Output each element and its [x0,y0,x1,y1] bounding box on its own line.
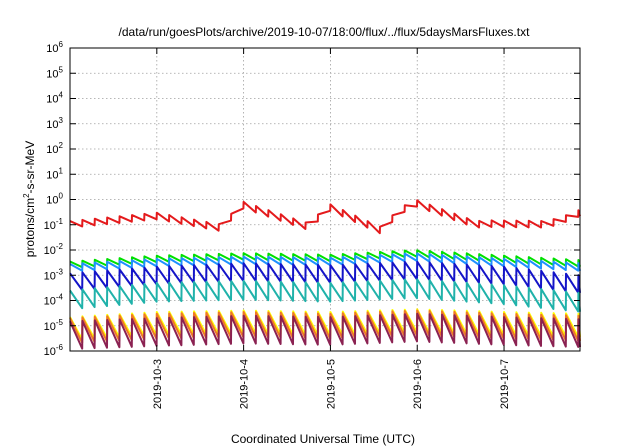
series-line-8 [69,312,581,350]
y-tick-base: 10 [46,119,58,131]
y-tick-base: 10 [46,144,58,156]
y-tick-base: 10 [46,94,58,106]
y-tick-label: 105 [46,65,63,80]
y-tick-label: 10-1 [44,217,64,232]
chart-title: /data/run/goesPlots/archive/2019-10-07/1… [119,25,531,39]
y-tick-base: 10 [46,169,58,181]
series-line-3 [69,252,581,272]
series-line-5 [69,278,581,313]
y-tick-base: 10 [46,68,58,80]
y-tick-label: 102 [46,141,63,156]
y-tick-exp: 4 [59,91,64,100]
x-tick-label: 2019-10-5 [325,359,337,409]
y-label-base: protons/cm [23,198,37,257]
series-line-1 [69,199,581,235]
y-label-sup: 2 [22,193,31,198]
y-tick-base: 10 [44,346,56,358]
y-tick-base: 10 [44,270,56,282]
x-axis: 2019-10-3 2019-10-4 2019-10-5 2019-10-6 2019… [152,48,511,409]
y-tick-label: 101 [46,166,63,181]
y-tick-base: 10 [44,296,56,308]
y-tick-label: 10-2 [44,242,64,257]
y-tick-base: 10 [46,195,58,207]
y-tick-label: 10-6 [44,343,64,358]
y-tick-label: 10-3 [44,267,64,282]
y-tick-base: 10 [46,43,58,55]
y-tick-base: 10 [44,220,56,232]
y-label-rest: -s-sr-MeV [23,141,37,194]
series-line-4 [69,260,581,294]
y-tick-exp: -1 [56,217,64,226]
y-tick-exp: 2 [59,141,64,150]
y-tick-label: 104 [46,91,63,106]
y-tick-base: 10 [44,321,56,333]
y-tick-exp: -3 [56,267,64,276]
y-tick-base: 10 [44,245,56,257]
y-tick-exp: 1 [59,166,64,175]
y-tick-label: 106 [46,40,63,55]
x-tick-label: 2019-10-4 [239,359,251,409]
y-tick-label: 10-5 [44,318,64,333]
y-tick-exp: -2 [56,242,64,251]
y-tick-exp: 3 [59,116,64,125]
y-axis-label: protons/cm2-s-sr-MeV [22,141,37,257]
series-group [69,199,581,350]
y-tick-exp: 5 [59,65,64,74]
x-tick-label: 2019-10-7 [499,359,511,409]
y-tick-label: 100 [46,192,63,207]
y-tick-exp: 6 [59,40,64,49]
y-tick-label: 10-4 [44,293,64,308]
x-axis-label: Coordinated Universal Time (UTC) [231,432,415,446]
y-tick-exp: 0 [59,192,64,201]
y-tick-exp: -6 [56,343,64,352]
y-axis: 10-610-510-410-310-210-11001011021031041… [44,40,580,358]
y-tick-label: 103 [46,116,63,131]
y-tick-exp: -5 [56,318,64,327]
x-tick-label: 2019-10-3 [152,359,164,409]
y-tick-exp: -4 [56,293,64,302]
x-tick-label: 2019-10-6 [412,359,424,409]
